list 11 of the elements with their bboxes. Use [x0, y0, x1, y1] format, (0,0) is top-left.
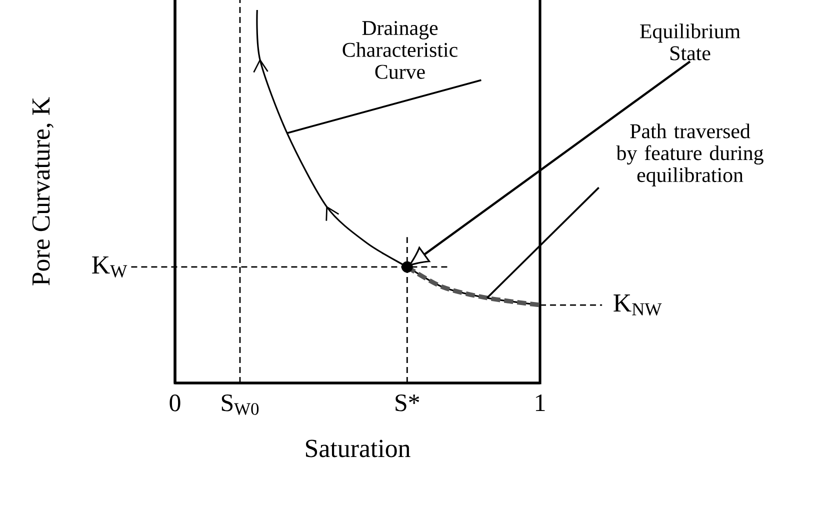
annotation: Drainage Characteristic Curve: [342, 21, 458, 79]
annotation: Path traversed by feature during equilibration: [616, 124, 764, 186]
x-tick-label: S*: [396, 394, 420, 412]
ref-line-label: K$_{NW}$: [614, 294, 662, 316]
annotation: Equilibrium State: [640, 24, 740, 60]
y-axis-title: Pore Curvature, K: [32, 97, 54, 286]
ref-line-label: K$_{W}$: [92, 256, 128, 278]
x-tick-label: 1: [536, 394, 545, 411]
x-tick-label: S$_{W0}$: [222, 394, 259, 415]
x-axis-title: Saturation: [306, 440, 410, 458]
x-tick-label: 0: [170, 394, 180, 412]
